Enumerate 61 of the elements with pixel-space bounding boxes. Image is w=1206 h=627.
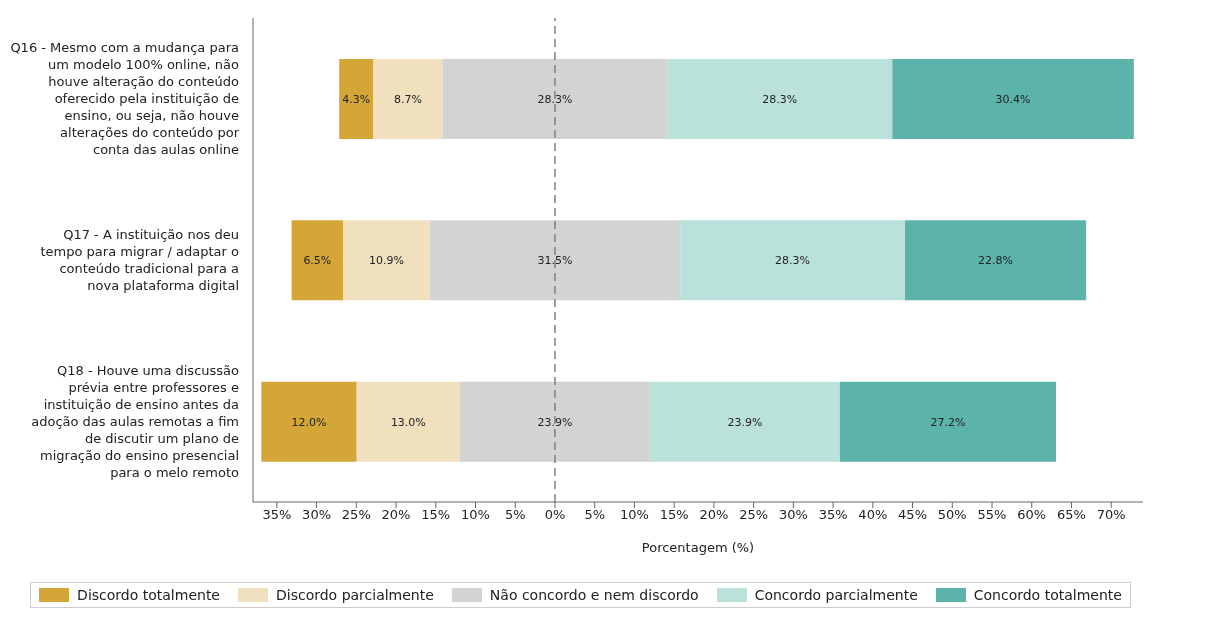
- x-tick-label: 0%: [544, 507, 566, 523]
- bar: [680, 220, 905, 301]
- legend-label: Concordo parcialmente: [753, 587, 918, 603]
- data-label: 12.0%: [291, 415, 327, 429]
- data-label: 4.3%: [342, 92, 371, 106]
- x-tick-label: 5%: [584, 507, 606, 523]
- x-tick-label: 20%: [381, 507, 411, 523]
- x-tick-label: 35%: [818, 507, 848, 523]
- x-tick-label: 15%: [659, 507, 689, 523]
- bar: [339, 59, 374, 139]
- x-tick-label: 55%: [977, 507, 1007, 523]
- data-label: 28.3%: [762, 92, 798, 106]
- bar: [839, 381, 1056, 462]
- x-tick-label: 30%: [302, 507, 332, 523]
- data-label: 13.0%: [390, 415, 426, 429]
- x-tick-label: 65%: [1057, 507, 1086, 523]
- bar: [373, 59, 443, 139]
- x-tick-label: 30%: [778, 507, 808, 523]
- bar: [429, 220, 681, 301]
- bar: [291, 220, 344, 301]
- x-tick-label: 60%: [1017, 507, 1047, 523]
- data-label: 8.7%: [393, 92, 422, 106]
- data-label: 30.4%: [995, 92, 1031, 106]
- bar: [649, 381, 840, 462]
- x-tick-label: 25%: [739, 507, 769, 523]
- x-tick-label: 10%: [619, 507, 649, 523]
- data-label: 23.9%: [727, 415, 763, 429]
- data-label: 28.3%: [537, 92, 573, 106]
- bar: [343, 220, 430, 301]
- bar: [442, 59, 668, 139]
- data-label: 28.3%: [775, 254, 811, 268]
- x-tick-label: 20%: [699, 507, 729, 523]
- bar: [905, 220, 1087, 301]
- data-label: 22.8%: [978, 254, 1014, 268]
- legend-label: Discordo totalmente: [76, 587, 220, 603]
- legend-label: Discordo parcialmente: [275, 587, 434, 603]
- x-tick-label: 35%: [262, 507, 292, 523]
- data-label: 31.5%: [537, 254, 573, 268]
- x-tick-label: 10%: [461, 507, 490, 523]
- x-tick-label: 5%: [504, 507, 526, 523]
- x-tick-label: 25%: [341, 507, 371, 523]
- data-label: 23.9%: [537, 415, 573, 429]
- x-tick-label: 40%: [858, 507, 888, 523]
- legend-label: Concordo totalmente: [972, 587, 1122, 603]
- x-tick-label: 70%: [1096, 507, 1126, 523]
- y-tick-label: Q16 - Mesmo com a mudança para um modelo 100% online, não houve alteração do conteúdo oferecido pela instituição de ensino, ou seja, não houve alterações do conteúdo por conta das aulas online: [10, 40, 240, 158]
- legend-label: Não concordo e nem discordo: [488, 587, 699, 603]
- data-label: 27.2%: [930, 415, 966, 429]
- y-tick-label: Q17 - A instituição nos deu tempo para migrar / adaptar o conteúdo tradicional para a nova plataforma digital: [40, 227, 240, 294]
- bar: [667, 59, 893, 139]
- data-label: 10.9%: [369, 254, 404, 268]
- x-axis-title: Porcentagem (%): [641, 540, 755, 555]
- bar: [261, 381, 357, 462]
- x-tick-label: 45%: [898, 507, 928, 523]
- bar: [460, 381, 650, 462]
- bar: [356, 381, 460, 462]
- x-tick-label: 15%: [421, 507, 451, 523]
- x-tick-label: 50%: [937, 507, 967, 523]
- data-label: 6.5%: [303, 254, 332, 268]
- bar: [892, 59, 1134, 139]
- y-tick-label: Q18 - Houve uma discussão prévia entre professores e instituição de ensino antes da adoção das aulas remotas a fim de discutir um plano de migração do ensino presencial para o melo remoto: [31, 362, 240, 480]
